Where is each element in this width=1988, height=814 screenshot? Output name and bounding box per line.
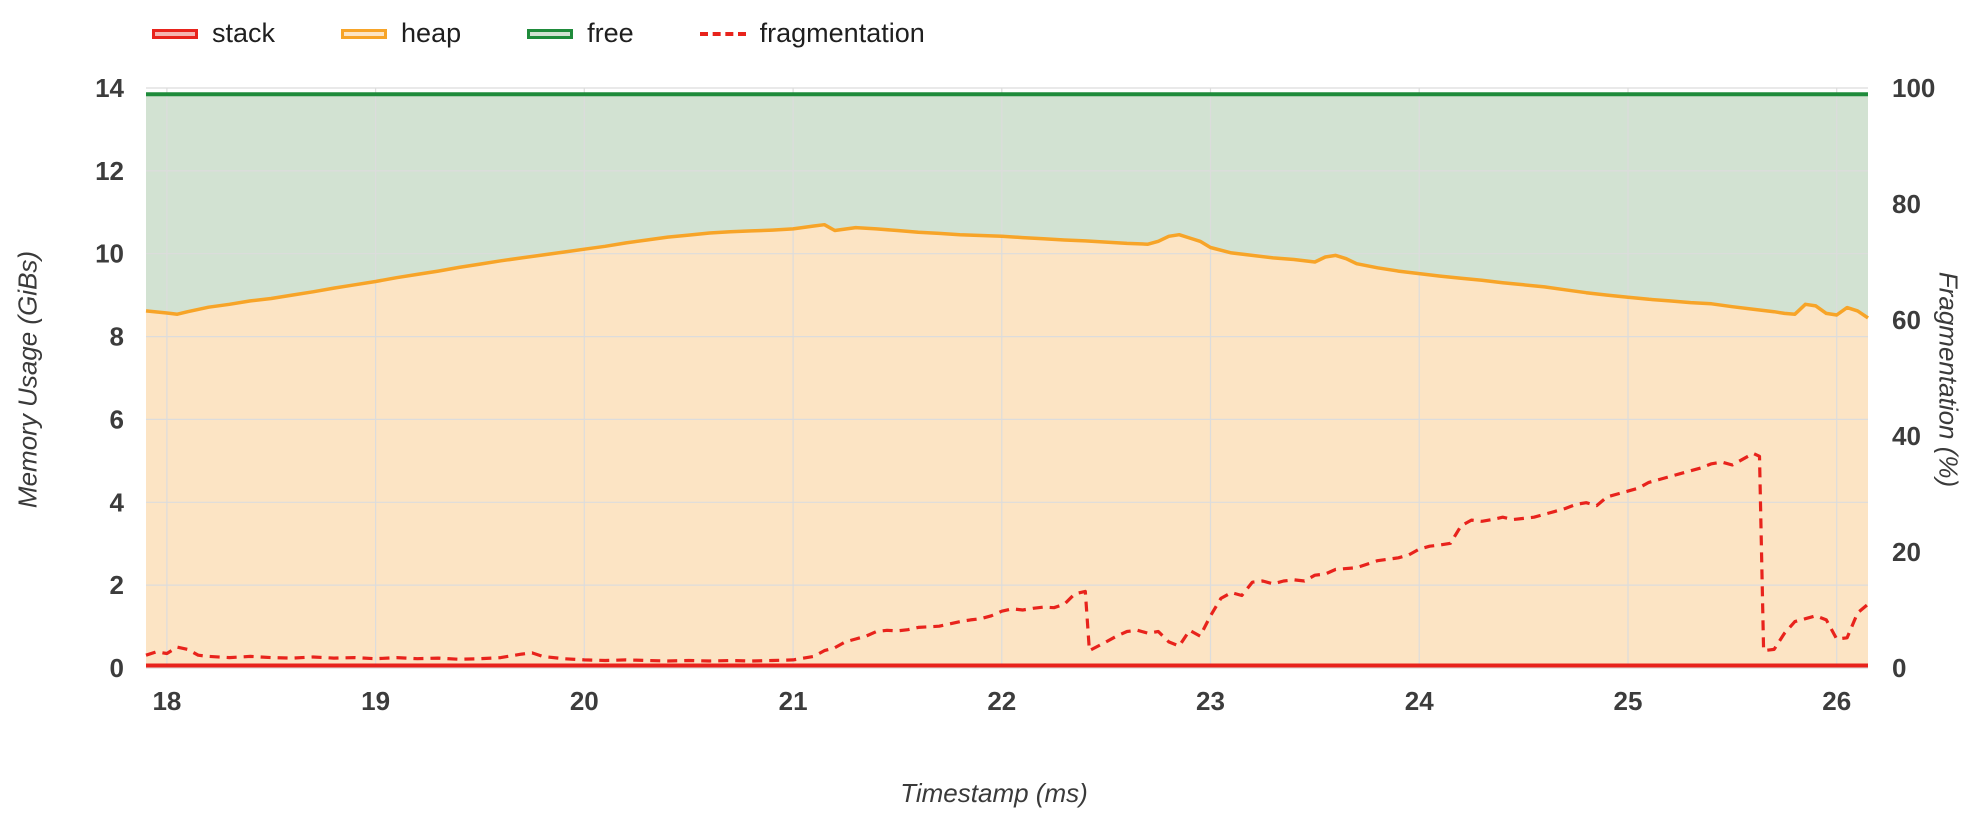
svg-text:23: 23 (1196, 686, 1225, 716)
legend-item-free[interactable]: free (527, 18, 634, 49)
svg-text:19: 19 (361, 686, 390, 716)
legend-label-stack: stack (212, 18, 276, 48)
svg-text:21: 21 (779, 686, 808, 716)
chart-legend: stack heap free fragmentation (152, 18, 925, 49)
svg-text:80: 80 (1892, 189, 1921, 219)
svg-text:22: 22 (987, 686, 1016, 716)
legend-item-heap[interactable]: heap (341, 18, 461, 49)
y-axis-title-left: Memory Usage (GiBs) (12, 250, 43, 509)
svg-text:10: 10 (95, 239, 124, 269)
legend-item-fragmentation[interactable]: fragmentation (699, 18, 925, 49)
free-swatch-icon (527, 28, 574, 39)
svg-text:100: 100 (1892, 73, 1935, 103)
svg-text:12: 12 (95, 156, 124, 186)
svg-text:0: 0 (1892, 653, 1906, 683)
stack-swatch-icon (152, 28, 198, 39)
svg-text:40: 40 (1892, 421, 1921, 451)
svg-text:4: 4 (110, 487, 125, 517)
legend-label-free: free (587, 18, 634, 48)
x-axis-title: Timestamp (ms) (900, 778, 1088, 808)
svg-text:8: 8 (110, 322, 124, 352)
svg-text:20: 20 (1892, 537, 1921, 567)
svg-text:20: 20 (570, 686, 599, 716)
heap-swatch-icon (341, 28, 388, 39)
svg-text:0: 0 (110, 653, 124, 683)
svg-text:6: 6 (110, 404, 124, 434)
svg-text:2: 2 (110, 570, 124, 600)
fragmentation-swatch-icon (699, 31, 746, 36)
svg-text:60: 60 (1892, 305, 1921, 335)
svg-text:24: 24 (1405, 686, 1434, 716)
legend-item-stack[interactable]: stack (152, 18, 275, 49)
svg-text:25: 25 (1614, 686, 1643, 716)
svg-text:18: 18 (152, 686, 181, 716)
svg-text:26: 26 (1822, 686, 1851, 716)
legend-label-heap: heap (401, 18, 462, 48)
svg-text:14: 14 (95, 73, 124, 103)
legend-label-fragmentation: fragmentation (759, 18, 925, 48)
y-axis-title-right: Fragmentation (%) (1933, 271, 1964, 488)
